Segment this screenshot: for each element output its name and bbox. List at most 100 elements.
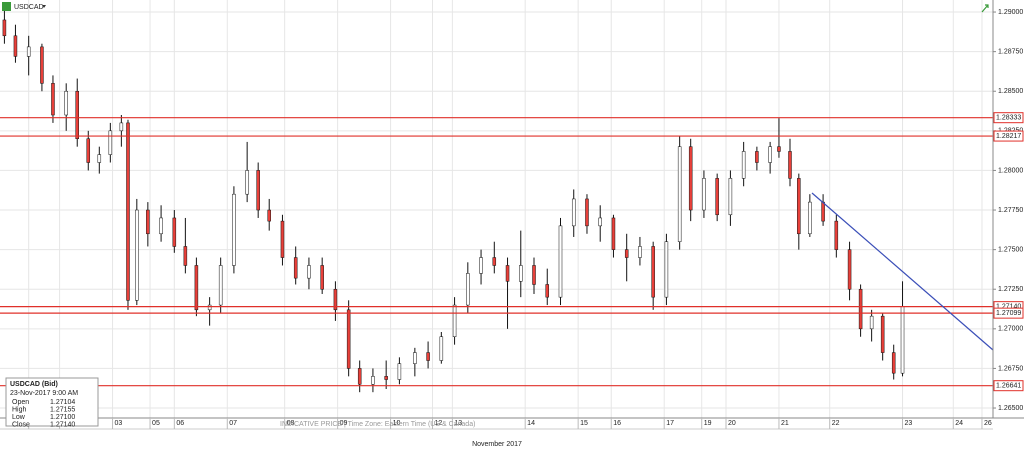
y-tick-label: 1.28000 [998,167,1023,174]
candle-body [505,265,510,282]
candle-body [75,90,79,140]
info-value: 1.27100 [50,414,75,421]
candle-body [207,304,212,311]
candle-body [135,209,139,301]
x-tick-label: 07 [229,420,237,427]
candle-body [452,304,457,337]
y-tick-label: 1.27250 [998,286,1023,293]
candle-body [900,306,905,374]
x-tick-label: 23 [905,420,913,427]
candle-body [159,217,163,235]
candle-body [320,265,324,290]
candle-body [183,246,188,266]
trend-line[interactable] [811,192,994,351]
candle-body [439,336,444,361]
candle-body [40,46,44,84]
y-tick-label: 1.28500 [998,88,1023,95]
candle-body [426,352,430,361]
candle-body [492,257,497,266]
candle-body [664,241,669,298]
candle-body [64,90,68,116]
candle-body [86,138,91,163]
candle-body [755,151,759,163]
y-tick-label: 1.26750 [998,365,1023,372]
level-tag [993,130,1024,142]
candle-body [558,225,563,298]
symbol-dropdown[interactable] [42,5,46,8]
info-key: Low [12,414,26,421]
x-tick-label: 21 [781,420,789,427]
candle-body [545,284,550,298]
candle-body [466,273,470,306]
candle-body [245,170,249,195]
candle-body [26,46,31,57]
info-title: USDCAD (Bid) [10,381,58,388]
info-rows: Open 1.27104 High 1.27155 Low 1.27100 Close 1.2… [12,399,75,429]
x-tick-label: 12 [435,420,443,427]
info-key: High [12,406,27,413]
expand-icon[interactable] [981,4,989,13]
x-tick-label: 08 [287,420,295,427]
candle-body [333,288,338,311]
candle-body [232,193,236,266]
y-axis-panel [993,0,1024,418]
level-tag [993,307,1024,319]
bars [2,8,905,393]
candle-body [847,249,852,290]
candle-body [194,265,199,311]
symbol-icon[interactable] [2,2,11,11]
candle-body [715,178,719,216]
candle-body [108,130,113,155]
candle-body [688,146,693,211]
candle-body [585,198,589,227]
x-tick-label: 10 [393,420,401,427]
x-tick-label: 16 [613,420,621,427]
candle-body [307,265,311,279]
x-tick-label: 22 [832,420,840,427]
x-tick-label: 14 [527,420,535,427]
candle-body [280,220,285,258]
candle-body [413,352,417,364]
candle-body [880,315,885,353]
candle-body [357,368,362,385]
candle-body [218,265,223,306]
symbol[interactable]: USDCAD [14,4,44,11]
candle-body [256,170,260,211]
x-tick-label: 17 [666,420,674,427]
x-tick-label: 19 [704,420,712,427]
info-value: 1.27140 [50,421,75,428]
candle-body [768,146,772,163]
candle-body [797,178,801,235]
candle-body [267,209,271,222]
candle-body [384,376,388,380]
candle-body [571,198,576,227]
candle-body [788,151,792,179]
candle-body [834,220,839,250]
candle-body [677,146,682,242]
x-axis-label: November 2017 [472,441,522,448]
candle-body [397,363,402,380]
axes: 1.290001.287501.285001.282501.280001.277… [28,9,1024,429]
y-tick-label: 1.27750 [998,207,1023,214]
level-label: 1.27140 [996,303,1021,310]
candle-body [293,257,298,279]
x-tick-label: 24 [955,420,963,427]
candle-body [146,209,150,235]
footer: INDICATIVE PRICE | Time Zone: Eastern Ti… [280,421,475,428]
info-value: 1.27104 [50,399,75,406]
candle-body [702,178,706,211]
candle-body [119,122,124,132]
level-tag [993,380,1024,392]
y-tick-label: 1.28750 [998,48,1023,55]
candle-body [172,217,177,247]
x-tick-label: 09 [340,420,348,427]
candle-body [808,201,812,235]
candle-body [13,35,18,57]
info-box: USDCAD (Bid) 23-Nov-2017 9:00 AM Open 1.2… [5,377,99,429]
candle-body [891,352,896,374]
candle-body [611,217,616,250]
info-box-frame [5,377,99,427]
candle-body [777,146,781,152]
